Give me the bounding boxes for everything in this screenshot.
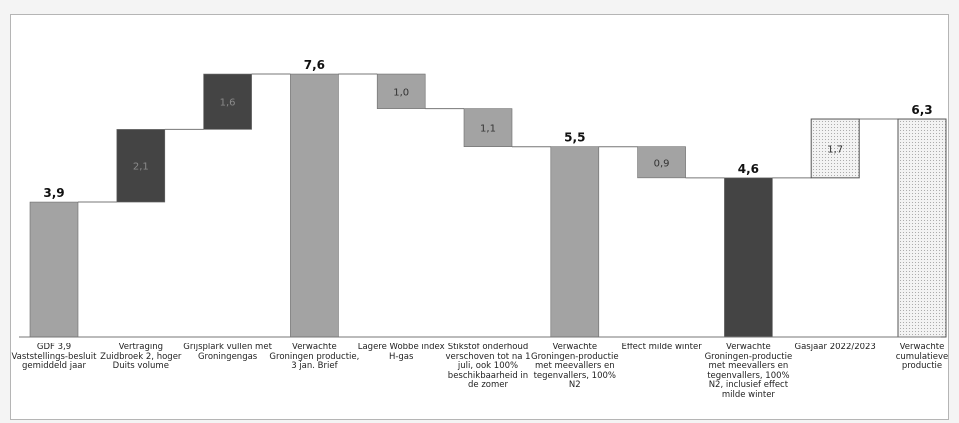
category-label-2: Vertraging Zuidbroek 2, hoger Duits volu… (100, 343, 182, 371)
value-label-1: 3,9 (43, 186, 64, 200)
value-label-5: 1,0 (393, 87, 409, 98)
value-label-8: 0,9 (654, 158, 670, 169)
bar-2 (116, 129, 166, 203)
category-label-5: Lagere Wobbe index H-gas (357, 343, 445, 362)
value-label-11: 6,3 (911, 103, 932, 117)
category-label-1: GDF 3,9 Vaststellings-besluit gemiddeld … (11, 343, 97, 371)
category-label-9: Verwachte Groningen-productie met meeval… (704, 343, 793, 400)
value-label-9: 4,6 (738, 162, 759, 176)
bar-5 (376, 73, 426, 109)
bar-9 (724, 177, 773, 338)
category-label-8: Effect milde winter (621, 343, 702, 352)
connector-lines (78, 73, 898, 203)
value-label-6: 1,1 (480, 124, 496, 135)
category-label-4: Verwachte Groningen productie, 3 jan. Br… (269, 343, 360, 371)
value-label-group: 3,9 2,1 1,6 7,6 1,0 1,1 5,5 0,9 4,6 1,7 6,3 (43, 58, 932, 200)
waterfall-chart: 3,9 2,1 1,6 7,6 1,0 1,1 5,5 0,9 4,6 1,7 6,3 (19, 58, 947, 338)
bar-4 (290, 73, 339, 338)
category-label-11: Verwachte cumulatieve productie (895, 343, 949, 371)
value-label-10: 1,7 (827, 144, 843, 155)
bar-group (29, 73, 947, 338)
bar-10 (810, 118, 860, 179)
category-label-6: Stikstof onderhoud verschoven tot na 1 j… (445, 343, 531, 390)
bar-3 (203, 73, 252, 130)
bar-8 (637, 146, 686, 179)
value-label-4: 7,6 (304, 58, 325, 72)
category-label-3: Grijsplark vullen met Groningengas (183, 343, 272, 362)
bar-7 (550, 146, 600, 338)
bar-6 (463, 108, 513, 148)
bar-11 (897, 118, 947, 338)
category-label-7: Verwachte Groningen-productie met meeval… (530, 343, 619, 390)
value-label-3: 1,6 (220, 98, 236, 109)
value-label-2: 2,1 (133, 162, 149, 173)
category-label-10: Gasjaar 2022/2023 (794, 343, 876, 352)
value-label-7: 5,5 (564, 131, 585, 145)
bar-1 (29, 201, 79, 338)
chart-frame: 3,9 2,1 1,6 7,6 1,0 1,1 5,5 0,9 4,6 1,7 6,3 GDF 3,… (10, 14, 949, 420)
